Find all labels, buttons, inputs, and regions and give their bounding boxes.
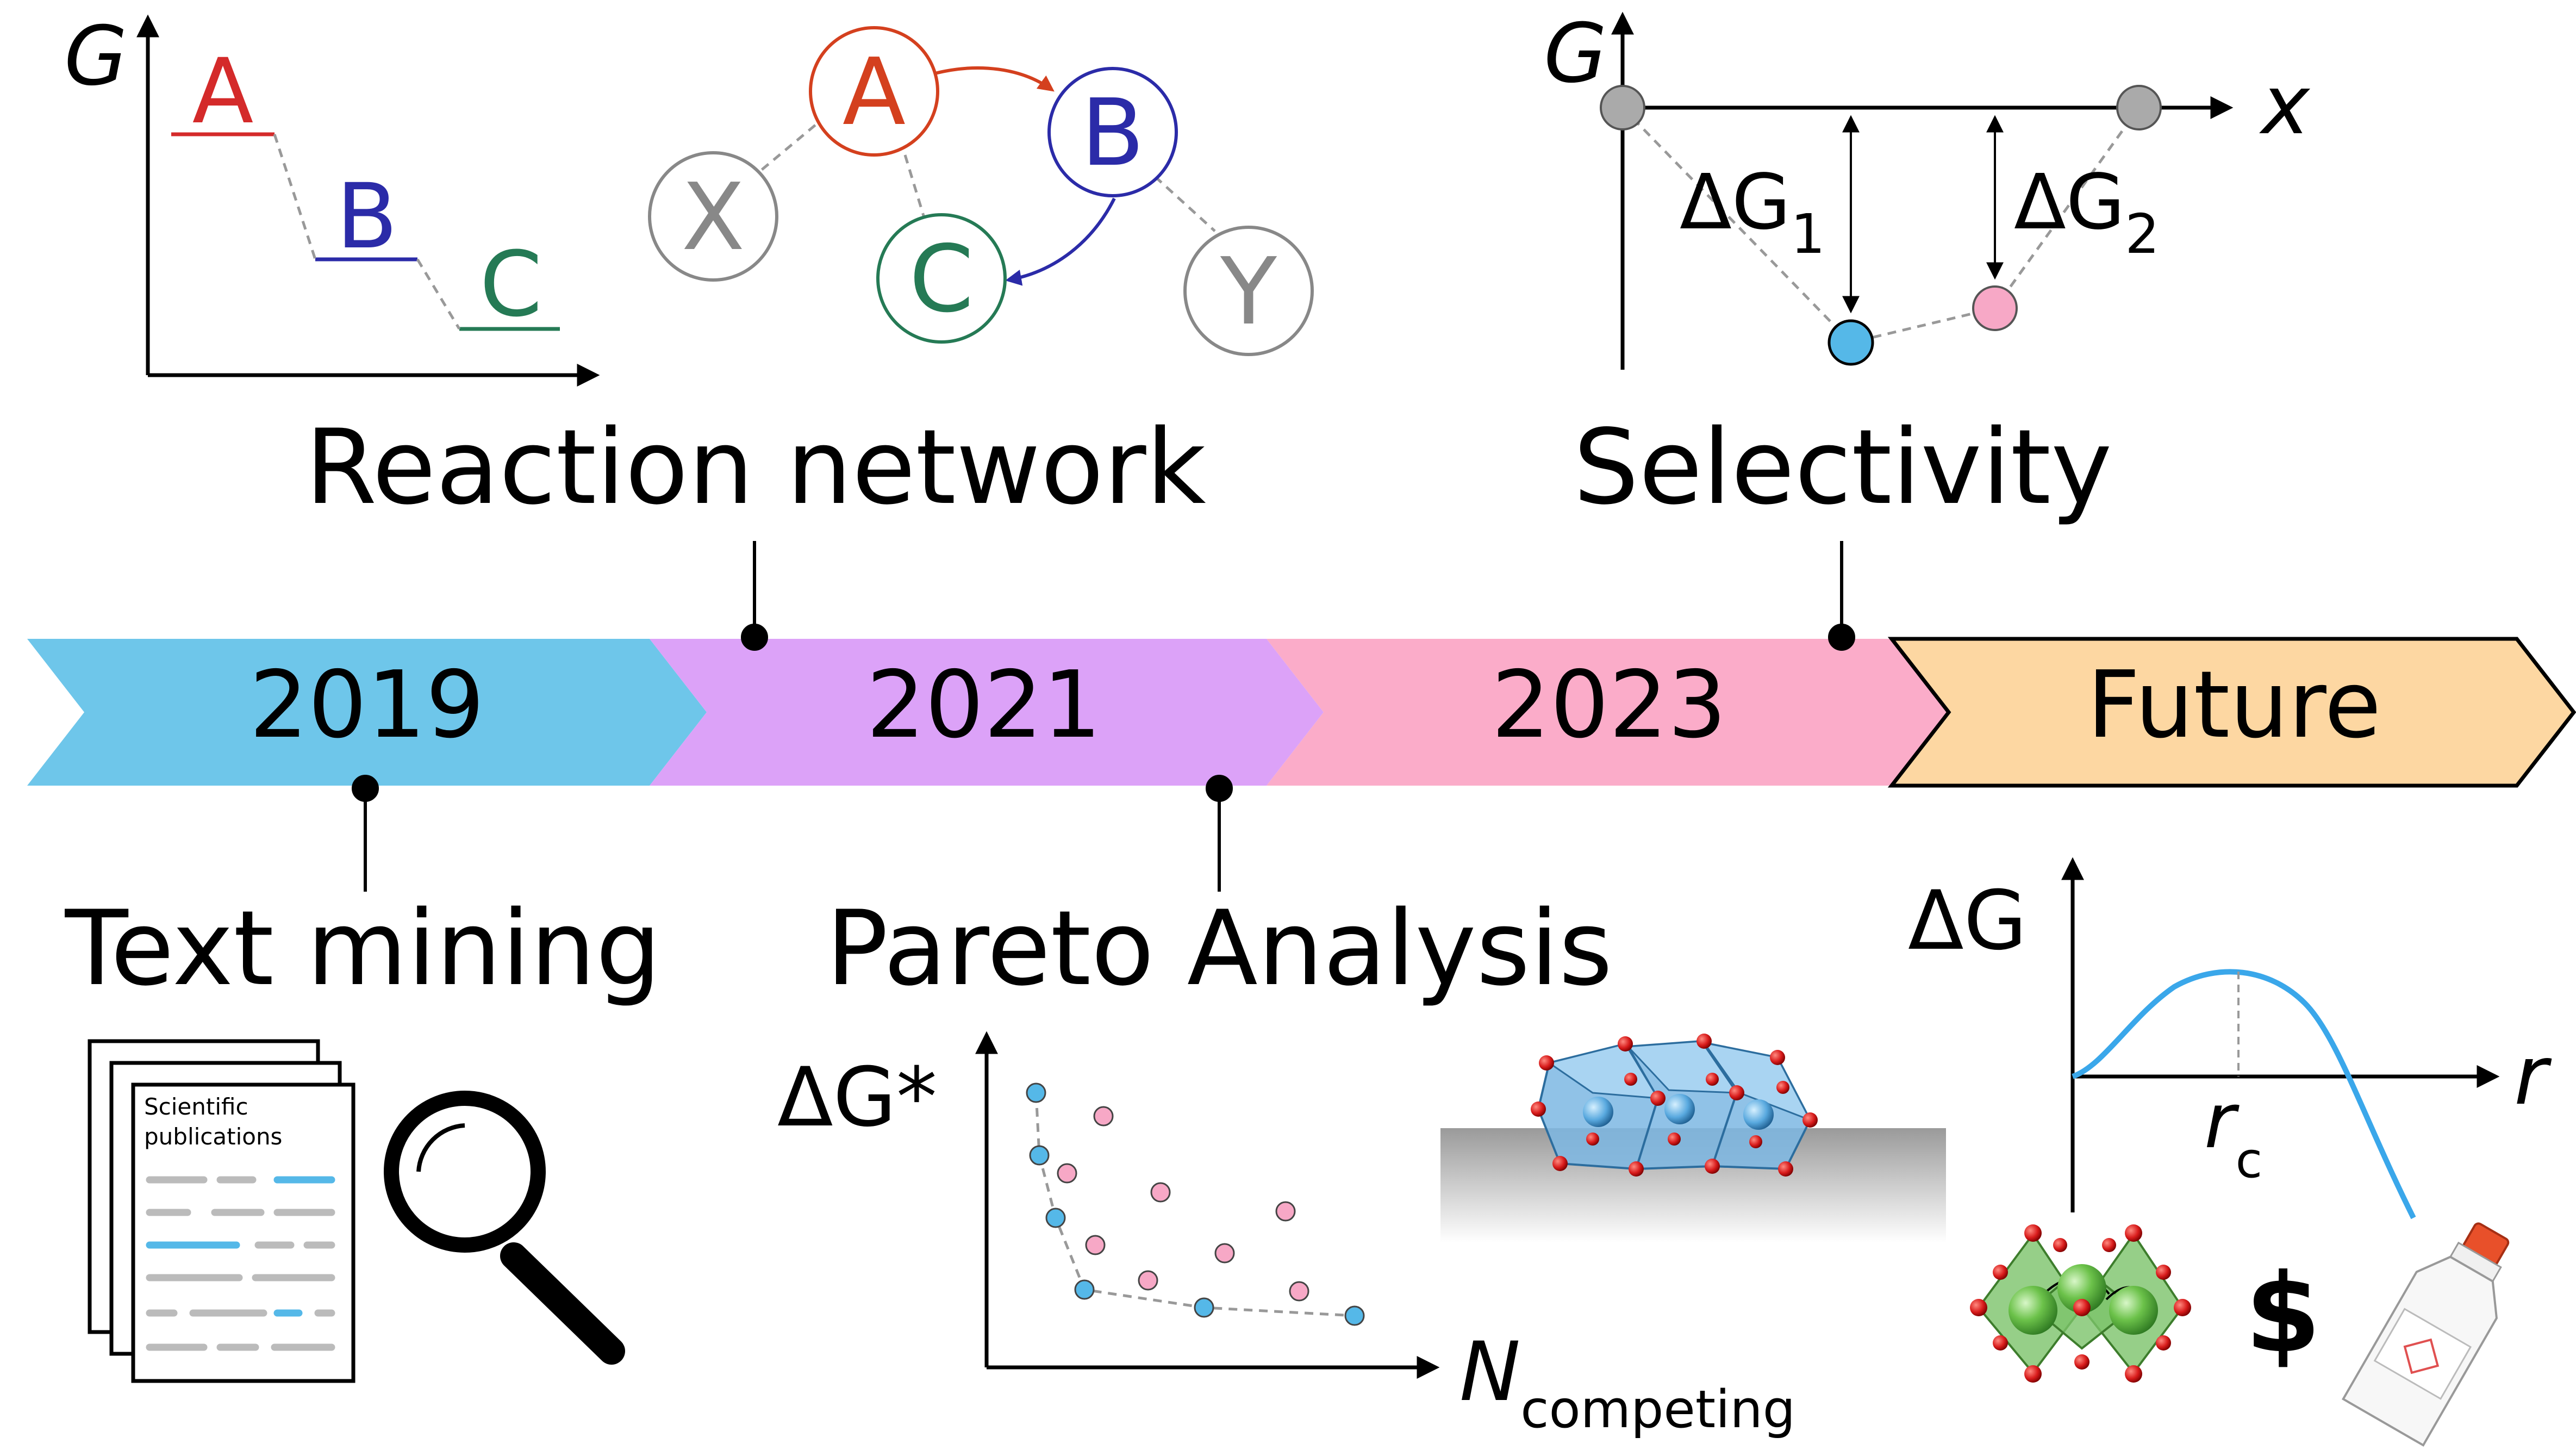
node-b-label: B: [1081, 79, 1145, 187]
pareto-point: [1029, 1145, 1050, 1166]
connector-dot-pareto: [1206, 775, 1233, 802]
timeline: 2019 2021 2023 Future: [27, 637, 2576, 788]
timeline-label-future: Future: [2087, 651, 2381, 759]
arrow-a-to-b: [934, 66, 1055, 92]
document-title-line2: publications: [144, 1123, 282, 1150]
crystal-structure-icon: [1970, 1224, 2191, 1383]
energy-ladder-y-label: G: [64, 9, 127, 104]
selectivity-x-label: x: [2259, 58, 2311, 153]
pareto-y-label: ΔG*: [777, 1050, 937, 1145]
node-x: [648, 151, 778, 282]
arrow-b-to-c: [1005, 197, 1116, 286]
level-b-label: B: [336, 164, 397, 269]
delta-g2-label: ΔG2: [2014, 158, 2160, 266]
nucleation-curve: [2072, 969, 2416, 1219]
node-c-label: C: [909, 226, 974, 333]
low-energy-point: [1827, 319, 1874, 366]
timeline-connectors: [352, 541, 1855, 892]
node-a-label: A: [843, 39, 906, 146]
edge-a-c: [903, 154, 926, 218]
timeline-segment-2023: [1267, 639, 1949, 786]
node-a: [809, 26, 939, 157]
node-c: [876, 213, 1007, 344]
pareto-point: [1026, 1082, 1046, 1103]
timeline-segment-2021: [650, 639, 1324, 786]
dominated-point: [1138, 1270, 1158, 1291]
magnifying-glass-icon: [384, 1091, 625, 1365]
cost-dollar-icon: $: [2245, 1250, 2321, 1377]
timeline-segment-future: [1887, 637, 2576, 788]
heading-reaction-network: Reaction network: [305, 407, 1206, 527]
node-y-label: Y: [1220, 238, 1277, 346]
timeline-label-2021: 2021: [866, 651, 1102, 759]
link-b-c: [416, 258, 461, 330]
level-a-label: A: [192, 39, 254, 144]
pareto-point: [1344, 1305, 1365, 1326]
pareto-point: [1045, 1208, 1066, 1228]
nucleation-y-label: ΔG: [1908, 874, 2027, 968]
node-y: [1183, 226, 1314, 356]
dominated-point: [1275, 1201, 1296, 1222]
document-front-page: [131, 1082, 355, 1383]
start-point: [1600, 85, 1645, 130]
crystal-surface-icon: [1440, 1034, 1946, 1242]
pareto-point: [1074, 1279, 1095, 1300]
pareto-front: [1034, 1092, 1355, 1317]
timeline-label-2023: 2023: [1492, 651, 1727, 759]
critical-radius-label: rc: [2204, 1077, 2262, 1189]
high-energy-point: [1972, 285, 2018, 331]
edge-b-y: [1154, 176, 1216, 232]
reagent-bottle-icon: [2341, 1222, 2510, 1447]
timeline-segment-2019: [27, 639, 707, 786]
node-x-label: X: [682, 164, 745, 271]
level-c-label: C: [479, 232, 542, 337]
connector-dot-text-mining: [352, 775, 379, 802]
dominated-point: [1150, 1182, 1171, 1203]
document-title-line1: Scientific: [144, 1093, 248, 1120]
nucleation-plot: ΔG r rc: [1908, 857, 2552, 1219]
connector-dot-selectivity: [1828, 624, 1855, 651]
selectivity-y-label: G: [1544, 7, 1607, 101]
pareto-plot: ΔG* Ncompeting: [777, 1031, 1795, 1440]
document-stack-icon: Scientific publications: [88, 1039, 355, 1383]
selectivity-plot: G x ΔG1 ΔG2: [1544, 7, 2311, 370]
selectivity-path: [1621, 107, 2141, 344]
link-a-b: [273, 134, 317, 260]
dominated-point: [1085, 1235, 1106, 1255]
connector-dot-reaction-network: [741, 624, 768, 651]
dominated-point: [1214, 1243, 1235, 1264]
timeline-label-2019: 2019: [250, 651, 485, 759]
reaction-network-graph: A B C X Y: [648, 26, 1314, 356]
node-b: [1047, 67, 1178, 197]
dominated-point: [1289, 1281, 1309, 1302]
heading-text-mining: Text mining: [65, 888, 662, 1009]
nucleation-x-label: r: [2514, 1029, 2552, 1123]
pareto-x-label: Ncompeting: [1459, 1325, 1795, 1440]
dominated-point: [1093, 1106, 1114, 1127]
energy-ladder-plot: G A B C: [64, 9, 600, 387]
end-point: [2116, 85, 2162, 130]
dominated-point: [1057, 1163, 1077, 1184]
pareto-point: [1194, 1297, 1214, 1318]
heading-selectivity: Selectivity: [1573, 407, 2112, 527]
delta-g1-label: ΔG1: [1680, 158, 1825, 266]
heading-pareto-analysis: Pareto Analysis: [826, 888, 1612, 1009]
